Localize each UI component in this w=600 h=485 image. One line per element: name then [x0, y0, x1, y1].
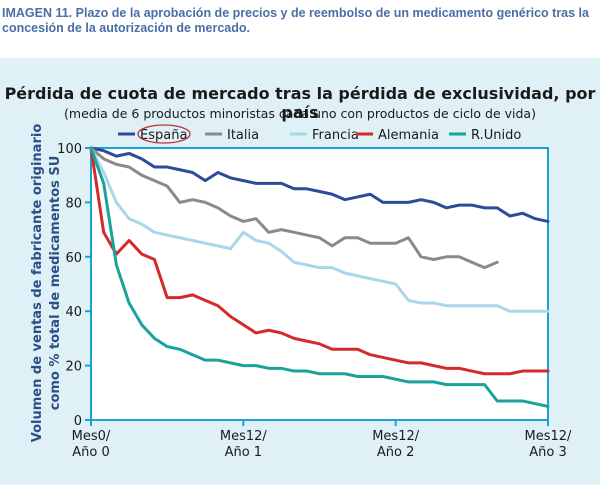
x-tick-label-line1: Mes12/	[220, 429, 268, 444]
y-tick-label: 0	[74, 414, 82, 429]
legend-highlight-circle	[137, 124, 191, 144]
x-tick-label-line2: Año 0	[72, 445, 110, 460]
legend-label: Alemania	[378, 128, 439, 143]
y-tick-label: 100	[57, 142, 82, 157]
chart-subtitle: (media de 6 productos minoristas cada un…	[64, 106, 536, 121]
legend-label: R.Unido	[471, 128, 521, 143]
x-tick-label-line2: Año 2	[377, 445, 415, 460]
y-tick-label: 20	[65, 360, 82, 375]
y-tick-label: 80	[65, 196, 82, 211]
x-tick-label-line2: Año 1	[225, 445, 263, 460]
y-axis-label-line1: Volumen de ventas de fabricante originar…	[30, 124, 45, 443]
y-tick-label: 60	[65, 251, 82, 266]
series-line-italia	[89, 146, 499, 270]
chart-title: Pérdida de cuota de mercado tras la pérd…	[4, 84, 596, 122]
series-line-r-unido	[89, 146, 550, 408]
legend-label: Francia	[312, 128, 359, 143]
series-line-espa-a	[89, 146, 550, 223]
x-tick-label-line2: Año 3	[529, 445, 567, 460]
x-tick-label-line1: Mes12/	[525, 429, 573, 444]
x-tick-label-line1: Mes0/	[72, 429, 111, 444]
y-tick-label: 40	[65, 305, 82, 320]
series-line-francia	[89, 146, 550, 313]
y-axis-label-line2: como % total de medicamentos SU	[48, 156, 63, 411]
series-line-alemania	[89, 146, 550, 376]
plot-frame	[90, 147, 549, 421]
legend-label: España	[140, 128, 187, 143]
x-tick-label-line1: Mes12/	[372, 429, 420, 444]
figure-caption: IMAGEN 11. Plazo de la aprobación de pre…	[2, 6, 589, 35]
chart-legend: España Italia Francia Alemania R.Unido	[118, 124, 521, 144]
legend-label: Italia	[227, 128, 259, 143]
